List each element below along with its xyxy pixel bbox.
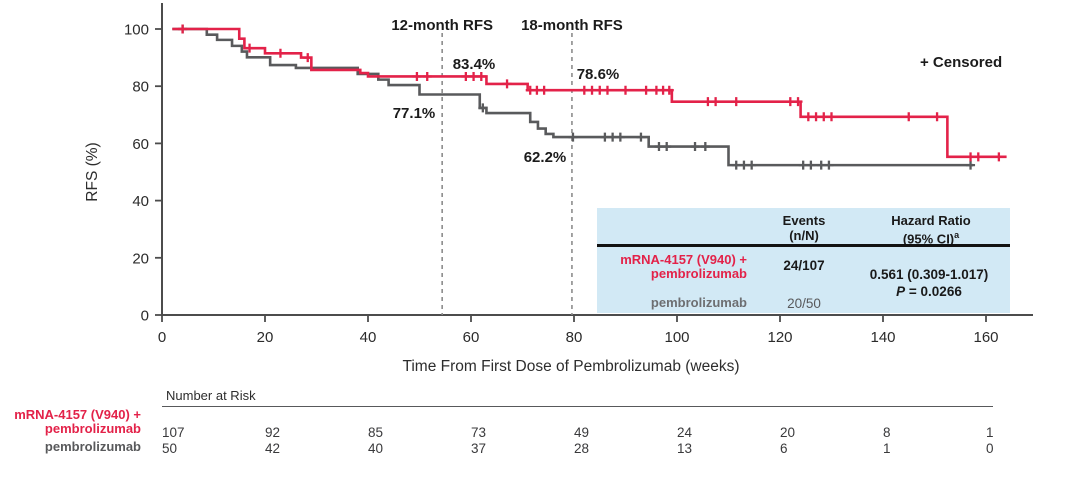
events-header-line2: (n/N): [789, 228, 819, 243]
km-curve-pembro: [172, 27, 974, 167]
landmark-label-1: 12-month RFS: [391, 17, 493, 34]
x-tick-label: 0: [158, 329, 166, 346]
annotation-786: 78.6%: [577, 66, 620, 83]
y-tick-label: 100: [124, 22, 149, 39]
hazard-ratio-header: Hazard Ratio (95% CI)a: [857, 213, 1005, 246]
censored-legend: + Censored: [920, 54, 1002, 71]
y-tick-label: 60: [132, 136, 149, 153]
number-at-risk-title: Number at Risk: [166, 388, 256, 403]
events-value-pembro: 20/50: [787, 296, 821, 311]
arm-label-mrna-line2: pembrolizumab: [650, 266, 747, 281]
events-header-line1: Events: [782, 213, 826, 228]
p-value: P = 0.0266: [849, 283, 1009, 300]
x-tick-label: 160: [973, 329, 998, 346]
hr-header-ci: (95% CI): [902, 231, 955, 247]
risk-label-mrna-line1: mRNA-4157 (V940) +: [14, 407, 141, 422]
risk-label-pembro: pembrolizumab: [44, 439, 141, 454]
arm-label-mrna: mRNA-4157 (V940) + pembrolizumab: [597, 253, 747, 281]
risk-label-mrna: mRNA-4157 (V940) + pembrolizumab: [0, 408, 141, 436]
p-number: = 0.0266: [905, 284, 962, 299]
hazard-ratio-value: 0.561 (0.309-1.017) P = 0.0266: [849, 266, 1009, 300]
x-tick-label: 80: [566, 329, 583, 346]
y-tick-label: 80: [132, 79, 149, 96]
events-value-mrna: 24/107: [783, 258, 825, 273]
x-tick-label: 20: [257, 329, 274, 346]
x-axis-title: Time From First Dose of Pembrolizumab (w…: [402, 358, 739, 375]
y-axis-title: RFS (%): [84, 142, 101, 201]
x-tick-label: 120: [767, 329, 792, 346]
number-at-risk-rule: [162, 406, 993, 407]
annotation-771: 77.1%: [393, 105, 436, 122]
risk-label-mrna-line2: pembrolizumab: [44, 421, 141, 436]
p-label: P: [896, 284, 906, 299]
censor-marks-mrna: [178, 24, 1004, 162]
x-tick-label: 60: [463, 329, 480, 346]
y-tick-label: 20: [132, 250, 149, 267]
arm-label-mrna-line1: mRNA-4157 (V940) +: [620, 252, 747, 267]
landmark-label-2: 18-month RFS: [521, 17, 623, 34]
x-tick-label: 40: [360, 329, 377, 346]
hr-header-line1: Hazard Ratio: [891, 213, 971, 228]
y-tick-label: 0: [141, 308, 149, 325]
annotation-834: 83.4%: [453, 56, 496, 73]
y-tick-label: 40: [132, 193, 149, 210]
hr-ci-value: 0.561 (0.309-1.017): [869, 267, 989, 282]
hr-header-line2: (95% CI)a: [857, 228, 1005, 246]
hazard-ratio-table: Events (n/N) Hazard Ratio (95% CI)a mRNA…: [597, 208, 1010, 313]
annotation-622: 62.2%: [524, 149, 567, 166]
events-header: Events (n/N): [755, 213, 853, 243]
x-tick-label: 140: [870, 329, 895, 346]
x-tick-label: 100: [664, 329, 689, 346]
table-header-divider: [597, 244, 1010, 247]
hr-header-footnote-marker: a: [954, 230, 960, 240]
arm-label-pembro: pembrolizumab: [650, 295, 747, 310]
censor-marks-pembro: [178, 24, 976, 170]
